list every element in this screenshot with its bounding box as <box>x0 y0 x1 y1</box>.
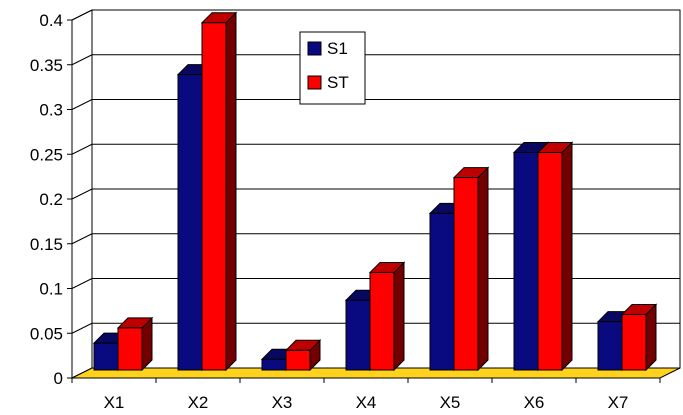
bar-X3-ST <box>284 339 322 372</box>
bar-front <box>513 152 539 371</box>
gridline-side <box>71 99 93 110</box>
bars <box>92 11 658 372</box>
bar-X4-ST <box>368 261 406 372</box>
x-tick-label: X2 <box>188 393 209 412</box>
y-tick-label: 0.25 <box>30 145 63 164</box>
gridline-side <box>71 9 93 21</box>
gridline-side <box>71 322 93 334</box>
x-tick-label: X6 <box>524 393 545 412</box>
bar-side <box>561 141 573 372</box>
gridline-side <box>71 143 93 155</box>
gridline-side <box>71 54 93 66</box>
y-tick-label: 0.4 <box>39 11 63 30</box>
bar-X1-ST <box>116 316 154 372</box>
bar-front <box>429 212 455 371</box>
x-axis: X1 X2 X3 X4 X5 X6 X7 <box>71 377 661 412</box>
legend-swatch <box>307 41 322 56</box>
x-tick-label: X7 <box>608 393 629 412</box>
gridline-side <box>71 233 93 245</box>
bar-front <box>453 177 479 371</box>
bar-side <box>225 11 237 372</box>
bar-X6-ST <box>536 141 574 372</box>
bar-front <box>93 342 119 371</box>
bar-side <box>645 303 657 372</box>
bar-front <box>285 349 311 371</box>
y-tick-label: 0.1 <box>39 280 63 299</box>
x-tick-label: X5 <box>440 393 461 412</box>
bar-front <box>597 321 623 371</box>
bar-front <box>117 327 143 371</box>
bar-front <box>201 22 227 371</box>
y-tick-label: 0.15 <box>30 235 63 254</box>
bar-front <box>537 152 563 371</box>
bar-front <box>177 74 203 371</box>
bar-front <box>369 271 395 371</box>
gridline-side <box>71 278 93 289</box>
x-tick-label: X3 <box>272 393 293 412</box>
legend-label: ST <box>327 73 349 92</box>
bar-X7-ST <box>620 303 658 372</box>
y-tick-label: 0.35 <box>30 56 63 75</box>
y-tick-label: 0.3 <box>39 101 63 120</box>
gridline-side <box>71 188 93 200</box>
legend-label: S1 <box>327 39 348 58</box>
y-tick-label: 0 <box>54 369 63 388</box>
y-tick-label: 0.05 <box>30 324 63 343</box>
x-tick-label: X4 <box>356 393 377 412</box>
bar-front <box>345 299 371 371</box>
x-tick-label: X1 <box>104 393 125 412</box>
y-tick-label: 0.2 <box>39 190 63 209</box>
bar-X5-ST <box>452 166 490 372</box>
y-axis: 0 0.05 0.1 0.15 0.2 0.25 0.3 0.35 0.4 <box>30 11 73 388</box>
bar-front <box>621 314 647 371</box>
bar-X2-ST <box>200 11 238 372</box>
bar-side <box>393 261 405 372</box>
legend-swatch <box>307 75 322 90</box>
legend: S1 ST <box>299 31 366 105</box>
bar-side <box>477 166 489 372</box>
bar-front <box>261 358 287 371</box>
